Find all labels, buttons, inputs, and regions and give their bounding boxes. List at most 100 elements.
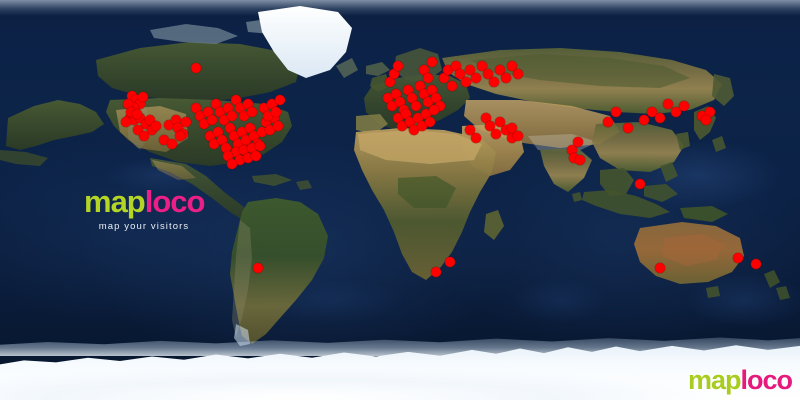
visitor-marker	[413, 113, 423, 123]
visitor-marker	[733, 253, 743, 263]
visitor-marker	[439, 73, 449, 83]
maploco-watermark: maploco	[687, 365, 795, 395]
visitor-marker	[243, 99, 253, 109]
visitor-marker	[164, 120, 174, 130]
visitor-marker	[393, 61, 403, 71]
visitor-marker	[265, 125, 275, 135]
visitor-marker	[235, 103, 245, 113]
visitor-marker	[253, 263, 263, 273]
visitor-marker	[507, 123, 517, 133]
visitor-marker	[477, 61, 487, 71]
visitor-marker	[207, 115, 217, 125]
visitor-marker	[501, 125, 511, 135]
logo-word-loco: loco	[144, 184, 206, 219]
visitor-marker	[397, 121, 407, 131]
visitor-marker	[455, 69, 465, 79]
visitor-marker	[573, 137, 583, 147]
visitor-marker	[443, 65, 453, 75]
visitor-marker	[138, 92, 148, 102]
visitor-marker	[243, 153, 253, 163]
visitor-marker	[405, 117, 415, 127]
visitor-marker	[495, 65, 505, 75]
visitor-marker	[393, 113, 403, 123]
visitor-marker	[219, 115, 229, 125]
visitor-marker	[427, 85, 437, 95]
visitor-marker	[203, 107, 213, 117]
visitor-marker	[507, 61, 517, 71]
visitor-marker	[389, 69, 399, 79]
watermark-word-map: map	[687, 365, 743, 395]
visitor-marker	[133, 125, 143, 135]
visitor-marker	[481, 113, 491, 123]
visitor-marker	[267, 99, 277, 109]
visitor-marker	[251, 151, 261, 161]
visitor-marker	[241, 135, 251, 145]
visitor-marker	[247, 107, 257, 117]
visitor-marker	[126, 107, 136, 117]
visitor-marker	[233, 139, 243, 149]
visitor-marker	[261, 117, 271, 127]
visitor-marker	[513, 69, 523, 79]
visitor-marker	[231, 147, 241, 157]
visitor-marker	[139, 131, 149, 141]
visitor-marker	[471, 133, 481, 143]
visitor-marker	[445, 257, 455, 267]
visitor-marker	[409, 125, 419, 135]
visitor-marker	[191, 63, 201, 73]
visitor-marker	[255, 141, 265, 151]
visitor-marker	[181, 117, 191, 127]
visitor-marker	[623, 123, 633, 133]
visitor-marker	[447, 81, 457, 91]
visitor-marker	[227, 159, 237, 169]
visitor-marker	[135, 99, 145, 109]
visitor-marker	[383, 93, 393, 103]
visitor-marker	[237, 127, 247, 137]
visitor-marker	[213, 127, 223, 137]
watermark-word-loco: loco	[739, 365, 794, 395]
visitor-marker	[395, 97, 405, 107]
visitor-marker	[231, 95, 241, 105]
visitor-marker	[173, 123, 183, 133]
visitor-marker	[273, 121, 283, 131]
visitor-marker	[567, 145, 577, 155]
visitor-marker	[411, 101, 421, 111]
maploco-wordmark: maploco	[84, 184, 206, 219]
visitor-marker	[387, 101, 397, 111]
visitor-marker	[199, 119, 209, 129]
visitor-marker	[431, 93, 441, 103]
visitor-marker	[221, 143, 231, 153]
visitor-marker	[671, 107, 681, 117]
visitor-marker	[159, 135, 169, 145]
visitor-marker	[435, 101, 445, 111]
visitor-marker	[425, 117, 435, 127]
maploco-logo: maploco map your visitors	[84, 184, 206, 232]
visitor-marker	[239, 145, 249, 155]
visitor-marker	[417, 121, 427, 131]
visitor-marker	[275, 95, 285, 105]
visitor-marker	[635, 179, 645, 189]
visitor-marker	[451, 61, 461, 71]
visitor-marker	[167, 139, 177, 149]
visitor-marker	[223, 103, 233, 113]
visitor-marker	[247, 143, 257, 153]
visitor-marker	[639, 115, 649, 125]
visitor-marker	[391, 89, 401, 99]
visitor-marker	[429, 105, 439, 115]
visitor-marker	[501, 73, 511, 83]
visitor-marker	[655, 113, 665, 123]
visitor-marker	[225, 123, 235, 133]
visitor-marker	[269, 113, 279, 123]
visitor-marker	[195, 111, 205, 121]
visitor-marker	[647, 107, 657, 117]
visitor-marker	[611, 107, 621, 117]
visitor-marker	[403, 85, 413, 95]
visitor-marker	[679, 101, 689, 111]
visitor-marker	[227, 111, 237, 121]
visitor-marker	[209, 139, 219, 149]
visitor-marker	[483, 69, 493, 79]
visitor-marker	[151, 121, 161, 131]
visitor-marker	[471, 73, 481, 83]
visitor-marker	[701, 115, 711, 125]
visitor-marker	[171, 115, 181, 125]
visitor-marker	[385, 77, 395, 87]
